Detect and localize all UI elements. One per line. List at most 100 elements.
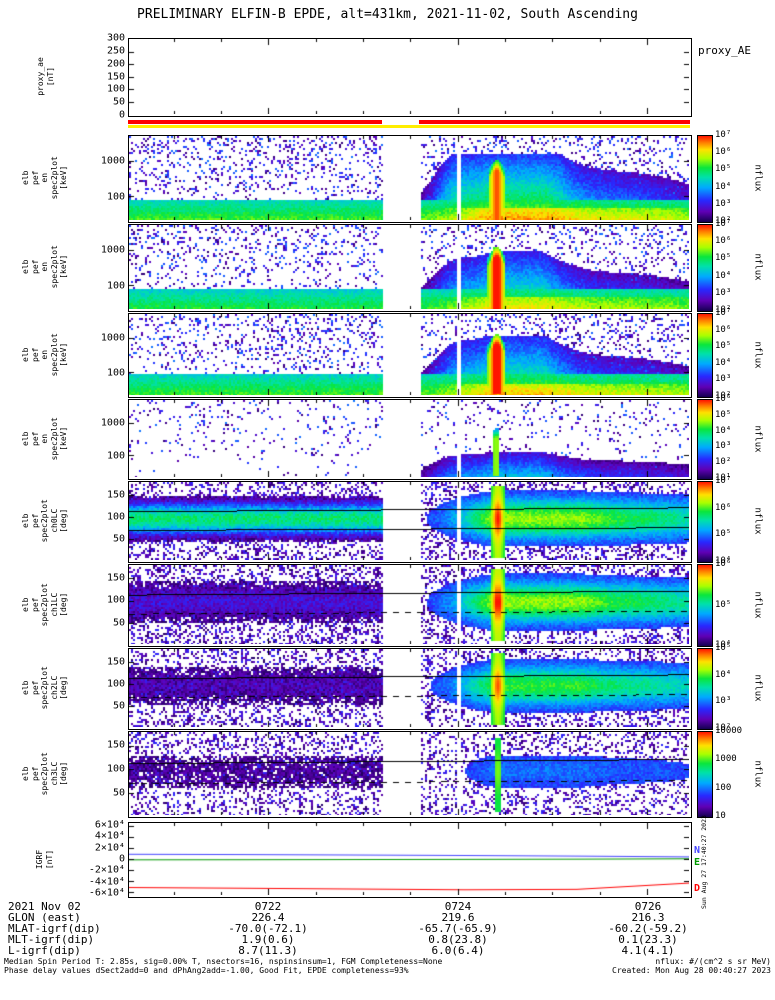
spectrogram-panel: elb pef en spec2plot [keV] 1000 100 10⁷ 10⁶ 10⁵… (0, 130, 775, 226)
spectrogram-canvas (129, 732, 689, 815)
panel-y-tick-labels: 1000 100 (84, 399, 126, 478)
y-axis-label-line: en (40, 173, 50, 183)
proxy-y-tick-label: 300 (106, 32, 125, 44)
x-axis-value: 219.6 (441, 911, 475, 924)
igrf-y-tick-label: 2×10⁴ (94, 842, 125, 854)
colorbar-tick-label: 10⁷ (715, 219, 732, 229)
plot-area (128, 313, 692, 398)
x-axis-row-label: 2021 Nov 02 (8, 900, 81, 913)
y-axis-label-line: spec2plot (40, 499, 50, 543)
y-axis-label-line: pef (30, 680, 40, 696)
x-axis-row-label: MLAT-igrf(dip) (8, 922, 101, 935)
y-tick-label: 100 (106, 191, 125, 203)
colorbar-tick-label: 10⁶ (715, 559, 732, 569)
panel-y-axis-label-text: elb pef en spec2plot [keV] (21, 156, 69, 199)
panel-y-tick-labels: 150 100 50 (84, 564, 126, 645)
x-axis-row: MLAT-igrf(dip) -70.0(-72.1) -65.7(-65.9) -6… (0, 923, 775, 934)
y-tick-label: 50 (112, 533, 125, 545)
y-axis-label-line: [keV] (59, 426, 69, 451)
quality-strip-red-segment (128, 120, 383, 124)
y-axis-label-line: [deg] (59, 508, 69, 534)
spectrogram-panel: elb pef en spec2plot [keV] 1000 100 10⁷ 10⁶ 10⁵… (0, 219, 775, 315)
y-axis-label-line: [deg] (59, 761, 69, 786)
colorbar (697, 135, 713, 223)
y-axis-label-line: elb (21, 513, 31, 529)
y-axis-label-line: ch1LC (49, 592, 59, 617)
proxy-y-tick-label: 250 (106, 45, 125, 57)
footer-line-1: Median Spin Period T: 2.85s, sig=0.00% T… (4, 957, 443, 966)
y-axis-label-line: [deg] (59, 592, 69, 617)
x-axis-value: 216.3 (631, 911, 665, 924)
colorbar-tick-label: 10⁷ (715, 130, 732, 140)
spectrogram-canvas (129, 314, 689, 395)
plot-area (128, 135, 692, 223)
panel-y-tick-labels: 150 100 50 (84, 481, 126, 561)
proxy-y-axis-label-text: proxy_ae [nT] (35, 57, 55, 96)
spectrogram-canvas (129, 482, 689, 560)
colorbar-tick-label: 100 (715, 782, 732, 793)
colorbar-label: nflux (752, 507, 763, 535)
colorbar-tick-label: 10⁶ (715, 147, 732, 158)
y-tick-label: 100 (106, 678, 125, 690)
y-axis-label-line: spec2plot (40, 666, 50, 710)
proxy-y-tick-label: 200 (106, 58, 125, 70)
igrf-plot-area (128, 822, 692, 898)
y-tick-label: 1000 (100, 155, 125, 167)
proxy-y-tick-label: 150 (106, 71, 125, 82)
y-tick-label: 100 (106, 511, 125, 523)
y-axis-label-line: pef (30, 170, 40, 186)
panel-y-axis-label: elb pef spec2plot ch3LC [deg] (8, 731, 82, 816)
colorbar (697, 731, 713, 818)
panel-y-axis-label: elb pef spec2plot ch1LC [deg] (8, 564, 82, 645)
y-axis-label-line: pef (30, 513, 40, 529)
colorbar-tick-label: 10⁴ (715, 425, 732, 436)
y-axis-label-line: pef (30, 347, 40, 362)
y-tick-label: 100 (106, 280, 125, 292)
colorbar-tick-label: 10² (715, 457, 732, 468)
colorbar-label: nflux (752, 253, 763, 281)
colorbar-tick-label: 10³ (715, 441, 732, 452)
y-axis-label-line: elb (21, 170, 31, 186)
colorbar-tick-label: 10⁵ (715, 164, 732, 175)
y-tick-label: 100 (106, 594, 125, 606)
colorbar-tick-label: 10000 (715, 726, 743, 736)
plot-area (128, 731, 692, 818)
panel-y-axis-label-text: elb pef en spec2plot [keV] (21, 245, 69, 288)
panel-y-axis-label: elb pef en spec2plot [keV] (8, 313, 82, 396)
x-axis-row: L-igrf(dip) 8.7(11.3) 6.0(6.4) 4.1(4.1) (0, 945, 775, 956)
colorbar-tick-label: 10⁵ (715, 341, 732, 352)
spectrogram-canvas (129, 565, 689, 644)
x-axis-row-label: L-igrf(dip) (8, 944, 81, 957)
spectrogram-panel: elb pef spec2plot ch0LC [deg] 150 100 50 10⁷ 10… (0, 476, 775, 566)
x-axis-row-label: MLT-igrf(dip) (8, 933, 95, 946)
y-tick-label: 50 (112, 787, 125, 799)
y-tick-label: 150 (106, 656, 125, 668)
x-axis-value: -70.0(-72.1) (228, 922, 308, 935)
y-tick-label: 1000 (100, 417, 125, 429)
colorbar-tick-label: 10 (715, 811, 726, 821)
y-axis-label-line: ch2LC (49, 675, 59, 701)
plot-area (128, 564, 692, 647)
quality-strip-yellow-bar (128, 125, 690, 128)
panel-y-axis-label: elb pef en spec2plot [keV] (8, 135, 82, 221)
colorbar-tick-label: 10⁴ (715, 669, 732, 680)
y-tick-label: 150 (106, 572, 125, 584)
footer-line-2: Phase delay values dSect2add=0 and dPhAn… (4, 966, 409, 975)
panel-y-tick-labels: 1000 100 (84, 313, 126, 396)
panel-y-tick-labels: 1000 100 (84, 135, 126, 221)
y-axis-label-line: spec2plot (49, 245, 59, 289)
colorbar-label: nflux (752, 340, 763, 369)
colorbar (697, 648, 713, 730)
y-axis-label-line: elb (21, 347, 31, 362)
y-axis-label-line: pef (30, 431, 40, 446)
proxy-plot-area (128, 38, 692, 117)
colorbar-label: nflux (752, 164, 763, 192)
colorbar-tick-label: 10⁵ (715, 643, 732, 653)
y-axis-label-line: elb (21, 680, 31, 696)
y-axis-label-line: [keV] (59, 254, 69, 280)
colorbar-tick-label: 10⁴ (715, 270, 732, 281)
panel-y-axis-label-text: elb pef en spec2plot [keV] (21, 417, 69, 460)
y-axis-label-line: [keV] (59, 165, 69, 191)
proxy-ae-canvas (129, 39, 689, 114)
side-timestamp: Sun Aug 27 17:40:27 2023 (700, 815, 708, 909)
